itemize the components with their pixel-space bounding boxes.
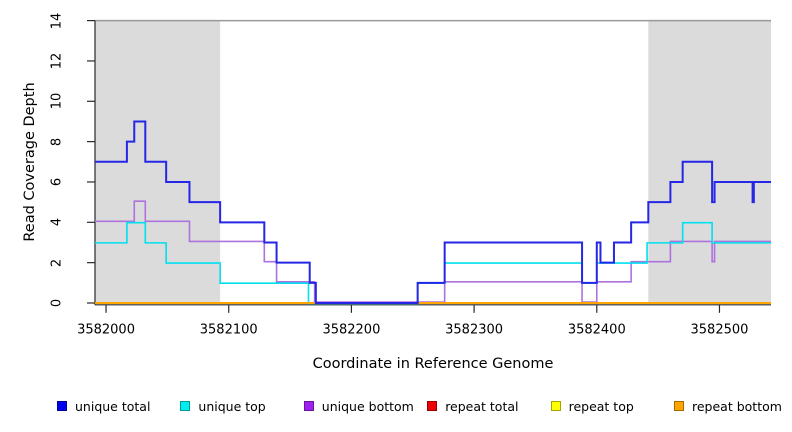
legend-swatch-icon <box>550 401 561 411</box>
y-tick-label: 14 <box>49 12 65 29</box>
y-tick-label: 4 <box>49 218 65 227</box>
y-tick-label: 12 <box>49 52 65 70</box>
legend-label: unique bottom <box>321 398 414 414</box>
legend-swatch-icon <box>674 401 684 411</box>
x-axis-title: Coordinate in Reference Genome <box>312 356 554 372</box>
x-tick-label: 3582100 <box>199 322 258 338</box>
y-tick-label: 2 <box>49 258 65 267</box>
x-tick-label: 3582500 <box>690 322 749 338</box>
x-tick-label: 3582400 <box>567 322 626 338</box>
x-tick-label: 3582300 <box>445 322 504 338</box>
legend-item-unique-top: unique top <box>180 398 266 414</box>
x-tick-label: 3582000 <box>77 322 135 338</box>
series-line-unique-total <box>95 120 771 304</box>
y-axis-title: Read Coverage Depth <box>22 82 38 242</box>
y-tick-label: 6 <box>49 177 65 187</box>
legend-swatch-icon <box>427 401 438 411</box>
legend-label: repeat bottom <box>692 398 782 414</box>
legend-label: unique total <box>75 398 151 414</box>
series-line-unique-bottom <box>95 200 771 303</box>
legend-item-unique-total: unique total <box>57 398 151 414</box>
legend-label: repeat total <box>445 398 519 414</box>
legend-item-repeat-total: repeat total <box>427 398 519 414</box>
legend-item-unique-bottom: unique bottom <box>303 398 414 414</box>
legend-label: repeat top <box>568 398 634 414</box>
legend-label: unique top <box>198 398 266 414</box>
legend-swatch-icon <box>57 401 67 411</box>
legend-swatch-icon <box>303 401 314 411</box>
x-tick-label: 3582200 <box>322 322 381 338</box>
legend-item-repeat-top: repeat top <box>550 398 634 414</box>
y-tick-label: 0 <box>49 298 65 308</box>
legend-swatch-icon <box>180 401 191 411</box>
y-tick-label: 10 <box>49 93 65 110</box>
legend-item-repeat-bottom: repeat bottom <box>674 398 782 414</box>
y-tick-label: 8 <box>49 137 65 146</box>
